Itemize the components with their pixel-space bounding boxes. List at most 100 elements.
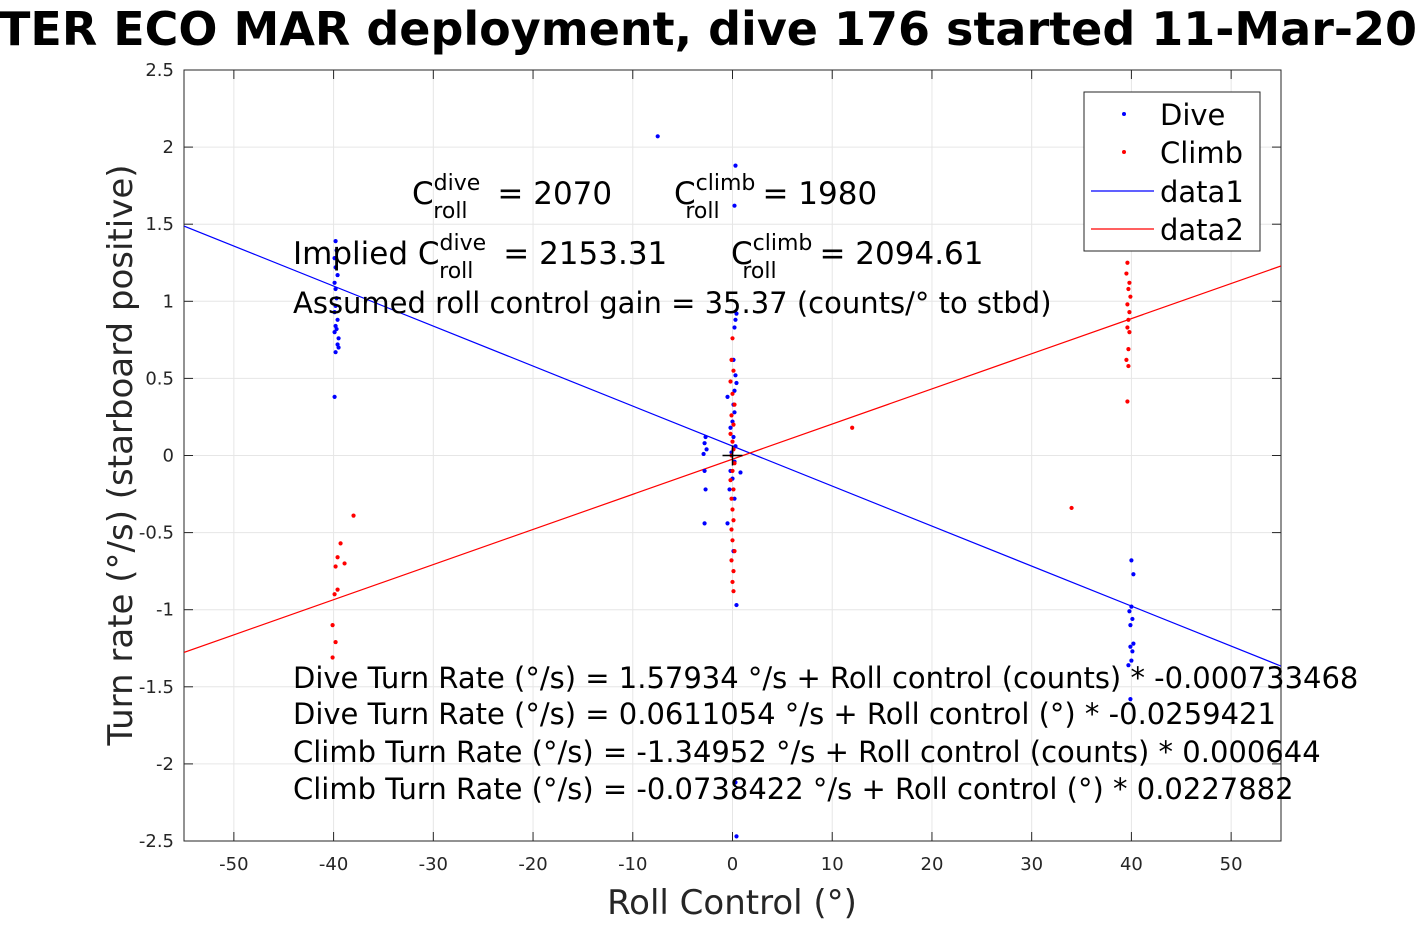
dive-point [332, 394, 337, 400]
climb-point [732, 402, 737, 407]
climb-point [729, 527, 734, 532]
climb-point [730, 579, 735, 585]
climb-point [731, 487, 736, 492]
climb-point [1125, 399, 1130, 404]
climb-point [330, 655, 335, 660]
origin-cross-marker [722, 445, 743, 466]
y-axis-label: Turn rate (°/s) (starboard positive) [101, 164, 141, 746]
dive-point [1131, 641, 1136, 646]
climb-point [351, 513, 356, 518]
dive-point [1128, 644, 1133, 649]
dive-point [704, 447, 709, 452]
dive-point [734, 602, 739, 608]
legend-dive-label: Dive [1160, 98, 1225, 132]
x-tick-label: 30 [1020, 854, 1043, 875]
dive-point [1129, 658, 1134, 663]
y-tick-label: -1 [156, 600, 174, 621]
roll-gain-label: Assumed roll control gain = 35.37 (count… [293, 286, 1052, 320]
dive-point [731, 434, 736, 440]
climb-point [333, 564, 338, 569]
climb-point [729, 413, 734, 418]
dive-point [702, 441, 707, 446]
dive-point [1129, 558, 1134, 563]
climb-point [1125, 260, 1130, 265]
dive-point [702, 521, 707, 526]
dive-point [725, 521, 730, 526]
y-axis-ticks: 2.5 2 1.5 1 0.5 0 -0.5 -1 -1.5 -2 -2.5 [139, 60, 1281, 852]
climb-points [330, 260, 1133, 660]
legend: Dive Climb data1 data2 [1083, 91, 1261, 252]
dive-point [1128, 623, 1133, 628]
climb-point [731, 569, 736, 574]
dive-point [655, 134, 660, 139]
climb-point [728, 379, 733, 384]
legend-climb-label: Climb [1160, 136, 1243, 170]
climb-point [332, 592, 337, 597]
x-tick-label: -30 [419, 854, 448, 875]
climb-point [1124, 357, 1129, 362]
climb-point [728, 478, 733, 483]
dive-point [332, 330, 337, 335]
dive-points [332, 134, 1136, 839]
dive-point [733, 780, 738, 785]
climb-point [1126, 363, 1131, 369]
dive-point [732, 388, 737, 393]
x-tick-label: 0 [727, 854, 738, 875]
dive-point [732, 203, 737, 208]
climb-point [729, 558, 734, 563]
y-tick-label: 0 [163, 446, 174, 467]
dive-point [334, 248, 339, 253]
dive-point [336, 345, 341, 350]
implied-dive-label: Implied Cdive roll = 2153.31 [293, 231, 667, 284]
legend-data1-label: data1 [1160, 175, 1244, 209]
climb-point [729, 357, 734, 362]
dive-point [732, 410, 737, 415]
legend-dive-marker [1122, 112, 1126, 116]
equation-dive-counts: Dive Turn Rate (°/s) = 1.57934 °/s + Rol… [293, 661, 1358, 695]
equation-dive-degrees: Dive Turn Rate (°/s) = 0.0611054 °/s + R… [293, 697, 1276, 731]
x-tick-label: 10 [821, 854, 844, 875]
dive-point [725, 394, 730, 400]
legend-box [1083, 91, 1261, 252]
dive-point [1130, 649, 1135, 654]
x-tick-label: -40 [319, 854, 348, 875]
dive-point [738, 470, 743, 475]
climb-point [1125, 302, 1130, 307]
climb-point [850, 425, 855, 430]
dive-point [333, 350, 338, 355]
climb-point [1127, 280, 1132, 285]
dive-point [336, 336, 341, 341]
dive-point [1129, 604, 1134, 609]
y-tick-label: 0.5 [145, 368, 174, 389]
climb-point [330, 623, 335, 628]
implied-climb-label: Cclimb roll = 2094.61 [731, 231, 984, 284]
dive-point [733, 317, 738, 322]
x-axis-label: Roll Control (°) [607, 883, 857, 923]
y-tick-label: 2 [163, 137, 174, 158]
c-climb-label: Cclimb roll = 1980 [674, 171, 877, 224]
dive-point [332, 280, 337, 285]
climb-point [730, 336, 735, 341]
dive-point [335, 272, 340, 278]
equation-climb-counts: Climb Turn Rate (°/s) = -1.34952 °/s + R… [293, 735, 1321, 769]
climb-point [730, 439, 735, 444]
dive-point [703, 487, 708, 492]
climb-point [1128, 294, 1133, 299]
dive-point [333, 286, 338, 292]
dive-point [332, 256, 337, 261]
x-tick-label: -10 [618, 854, 647, 875]
climb-point [730, 538, 735, 543]
y-tick-label: -0.5 [139, 523, 174, 544]
climb-point [730, 391, 735, 396]
climb-point [1126, 347, 1131, 352]
x-tick-label: 40 [1120, 854, 1143, 875]
legend-data2-label: data2 [1160, 213, 1244, 247]
dive-point [734, 311, 739, 316]
dive-point [1127, 609, 1132, 614]
dive-point [1126, 663, 1131, 668]
climb-point [731, 368, 736, 373]
y-tick-label: 1.5 [145, 214, 174, 235]
dive-point [703, 434, 708, 440]
dive-point [332, 309, 337, 315]
